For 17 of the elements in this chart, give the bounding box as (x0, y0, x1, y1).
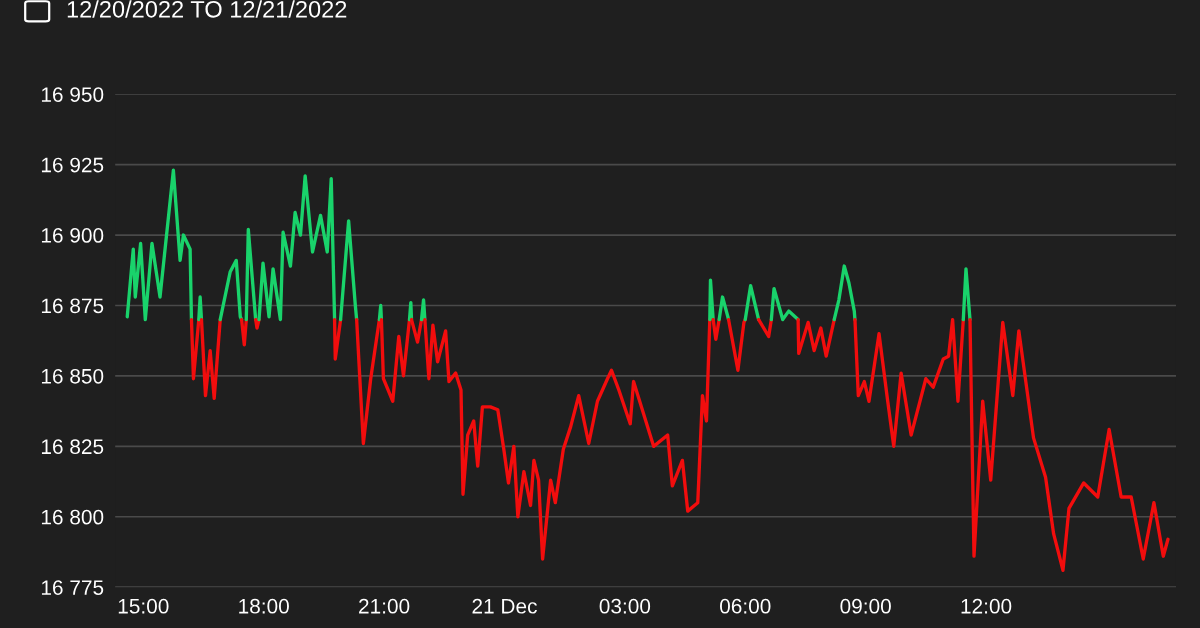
x-tick-label: 15:00 (118, 598, 169, 614)
x-tick-label: 09:00 (840, 598, 891, 614)
y-tick-label: 16 925 (41, 157, 104, 173)
x-tick-label: 18:00 (239, 598, 289, 614)
y-tick-label: 16 825 (41, 439, 104, 455)
x-tick-label: 06:00 (720, 598, 771, 614)
x-tick-label: 21:00 (359, 598, 410, 614)
y-tick-label: 16 900 (41, 228, 104, 243)
x-tick-label: 03:00 (599, 598, 651, 614)
chart-title: 12/20/2022 TO 12/21/2022 (67, 0, 347, 18)
y-tick-label: 16 775 (41, 580, 104, 595)
y-tick-label: 16 950 (41, 87, 104, 102)
x-tick-label: 21 Dec (472, 598, 537, 614)
x-tick-label: 12:00 (961, 598, 1012, 614)
y-tick-label: 16 875 (41, 298, 104, 314)
y-tick-label: 16 850 (41, 368, 104, 384)
y-tick-label: 16 800 (41, 509, 104, 525)
